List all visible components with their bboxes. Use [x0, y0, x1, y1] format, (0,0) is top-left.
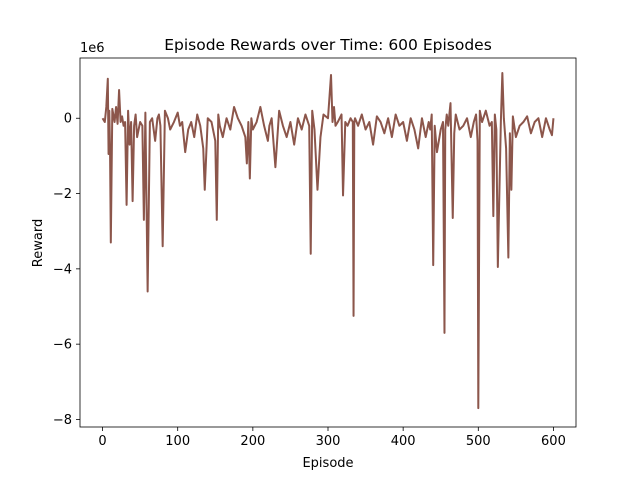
x-tick-label: 0 [98, 434, 106, 449]
x-tick-label: 200 [240, 434, 265, 449]
x-tick-label: 400 [391, 434, 416, 449]
x-tick-label: 100 [165, 434, 190, 449]
y-tick-label: −8 [53, 413, 72, 428]
y-tick-label: −6 [53, 338, 72, 353]
y-axis-ticks: 0 −2 −4 −6 −8 [53, 112, 80, 428]
y-tick-label: −2 [53, 187, 72, 202]
series-line [101, 72, 555, 410]
y-axis-label: Reward [31, 219, 46, 267]
x-axis-label: Episode [302, 456, 353, 471]
y-tick-label: −4 [53, 262, 72, 277]
chart-title: Episode Rewards over Time: 600 Episodes [164, 36, 492, 54]
x-tick-label: 500 [466, 434, 491, 449]
x-tick-label: 600 [541, 434, 566, 449]
x-axis-ticks: 0 100 200 300 400 500 600 [98, 427, 566, 449]
y-tick-label: 0 [64, 112, 72, 127]
y-axis-offset-text: 1e6 [80, 41, 105, 56]
x-tick-label: 300 [316, 434, 341, 449]
